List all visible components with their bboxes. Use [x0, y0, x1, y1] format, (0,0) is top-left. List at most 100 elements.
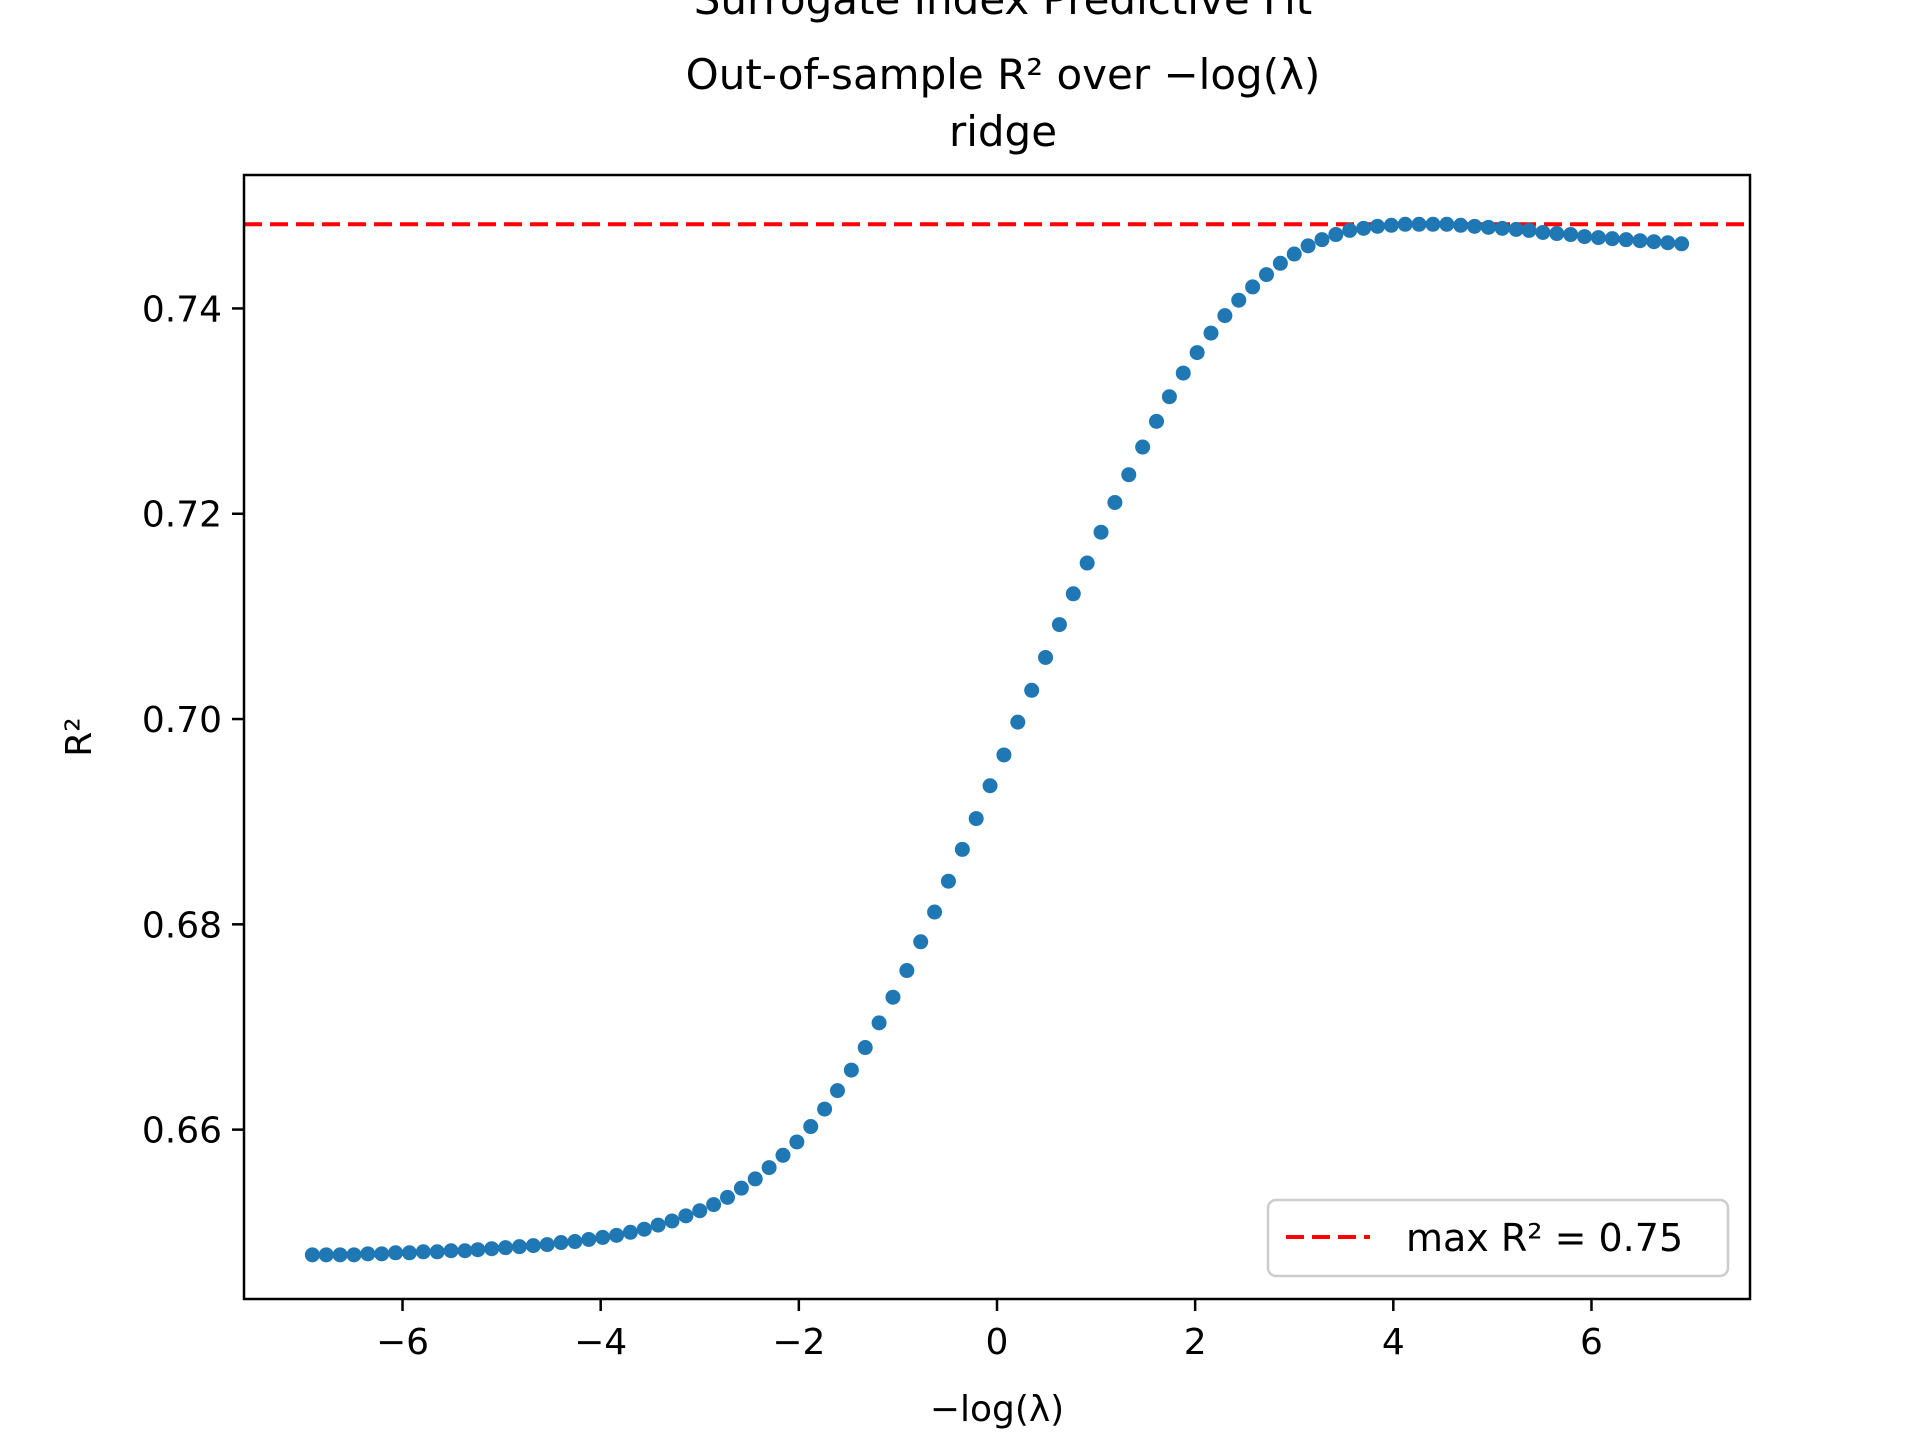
- data-point: [1494, 220, 1510, 236]
- data-point: [968, 811, 984, 827]
- x-tick-label: −2: [772, 1322, 825, 1363]
- data-point: [706, 1197, 722, 1213]
- data-point: [553, 1235, 569, 1251]
- data-point: [1272, 255, 1288, 271]
- data-point: [525, 1238, 541, 1254]
- legend: max R² = 0.75: [1266, 1198, 1730, 1278]
- data-point: [913, 934, 929, 950]
- x-axis-ticks: −6 −4 −2 0 2 4 6: [376, 1299, 1603, 1363]
- data-point: [1010, 714, 1026, 730]
- data-point: [1300, 238, 1316, 254]
- y-axis-ticks: 0.66 0.68 0.70 0.72 0.74: [142, 289, 244, 1152]
- chart-subtitle-text: Out-of-sample R² over −log(λ): [686, 50, 1321, 99]
- y-tick-label: 0.74: [142, 289, 222, 330]
- data-point: [664, 1213, 680, 1229]
- data-point: [622, 1224, 638, 1240]
- data-point: [1425, 216, 1441, 232]
- data-point: [1328, 227, 1344, 243]
- chart-subtitle: Out-of-sample R² over −log(λ): [686, 50, 1321, 99]
- data-point: [678, 1208, 694, 1224]
- data-point: [857, 1040, 873, 1056]
- data-point: [1065, 586, 1081, 602]
- data-point: [1563, 227, 1579, 243]
- data-point: [1453, 217, 1469, 233]
- data-point: [346, 1247, 362, 1263]
- data-point: [1203, 325, 1219, 341]
- plot-area: −6 −4 −2 0 2 4 6 0.66 0.68 0.70 0.72 0.74: [142, 173, 1752, 1363]
- data-point: [1024, 682, 1040, 698]
- data-point: [595, 1229, 611, 1245]
- data-point: [401, 1245, 417, 1261]
- data-point: [1135, 439, 1151, 455]
- data-point: [1079, 555, 1095, 571]
- data-point: [1632, 233, 1648, 249]
- data-point: [581, 1231, 597, 1247]
- data-point: [1467, 218, 1483, 234]
- chart-subtitle-2: ridge: [949, 107, 1057, 156]
- data-point: [470, 1242, 486, 1258]
- data-point: [1149, 413, 1165, 429]
- y-tick-label: 0.66: [142, 1111, 222, 1152]
- data-point: [1161, 389, 1177, 405]
- data-point: [940, 873, 956, 889]
- legend-label: max R² = 0.75: [1406, 1216, 1683, 1260]
- x-tick-label: 6: [1580, 1322, 1603, 1363]
- x-tick-label: 2: [1184, 1322, 1207, 1363]
- data-point: [1051, 617, 1067, 633]
- x-tick-label: 0: [986, 1322, 1009, 1363]
- data-point: [1439, 216, 1455, 232]
- data-point: [803, 1119, 819, 1135]
- axes-frame: [242, 173, 1752, 1301]
- data-point: [1107, 494, 1123, 510]
- data-point: [899, 963, 915, 979]
- x-axis-label: −log(λ): [930, 1389, 1064, 1430]
- data-point: [789, 1134, 805, 1150]
- data-point: [1397, 216, 1413, 232]
- data-point: [871, 1015, 887, 1031]
- data-point: [498, 1240, 514, 1256]
- legend-box: [1266, 1198, 1730, 1278]
- data-point: [720, 1189, 736, 1205]
- data-point: [1175, 365, 1191, 381]
- data-point: [636, 1221, 652, 1237]
- data-point: [1521, 222, 1537, 238]
- y-tick-label: 0.70: [142, 700, 222, 741]
- data-point: [567, 1234, 583, 1250]
- y-tick-label: 0.68: [142, 905, 222, 946]
- data-point: [1480, 219, 1496, 235]
- data-point: [1411, 216, 1427, 232]
- data-point: [775, 1147, 791, 1163]
- data-point: [927, 904, 943, 920]
- data-point: [885, 989, 901, 1005]
- data-point: [539, 1237, 555, 1253]
- data-point: [1286, 246, 1302, 262]
- data-point: [1660, 235, 1676, 251]
- data-point: [1369, 218, 1385, 234]
- data-points: [304, 216, 1690, 1263]
- data-point: [457, 1243, 473, 1259]
- data-point: [1342, 222, 1358, 238]
- data-point: [1356, 220, 1372, 236]
- data-point: [1038, 649, 1054, 665]
- data-point: [1245, 279, 1261, 295]
- data-point: [1383, 217, 1399, 233]
- data-point: [1618, 232, 1634, 248]
- data-point: [692, 1203, 708, 1219]
- data-point: [996, 747, 1012, 763]
- data-point: [1217, 308, 1233, 324]
- data-point: [1549, 226, 1565, 242]
- data-point: [1508, 221, 1524, 237]
- data-point: [415, 1244, 431, 1260]
- data-point: [332, 1247, 348, 1263]
- data-point: [829, 1083, 845, 1099]
- data-point: [1604, 231, 1620, 247]
- x-tick-label: −6: [376, 1322, 429, 1363]
- data-point: [443, 1243, 459, 1259]
- data-point: [1093, 524, 1109, 540]
- data-point: [843, 1062, 859, 1078]
- data-point: [954, 841, 970, 857]
- data-point: [1258, 267, 1274, 283]
- data-point: [374, 1246, 390, 1262]
- data-point: [318, 1247, 334, 1263]
